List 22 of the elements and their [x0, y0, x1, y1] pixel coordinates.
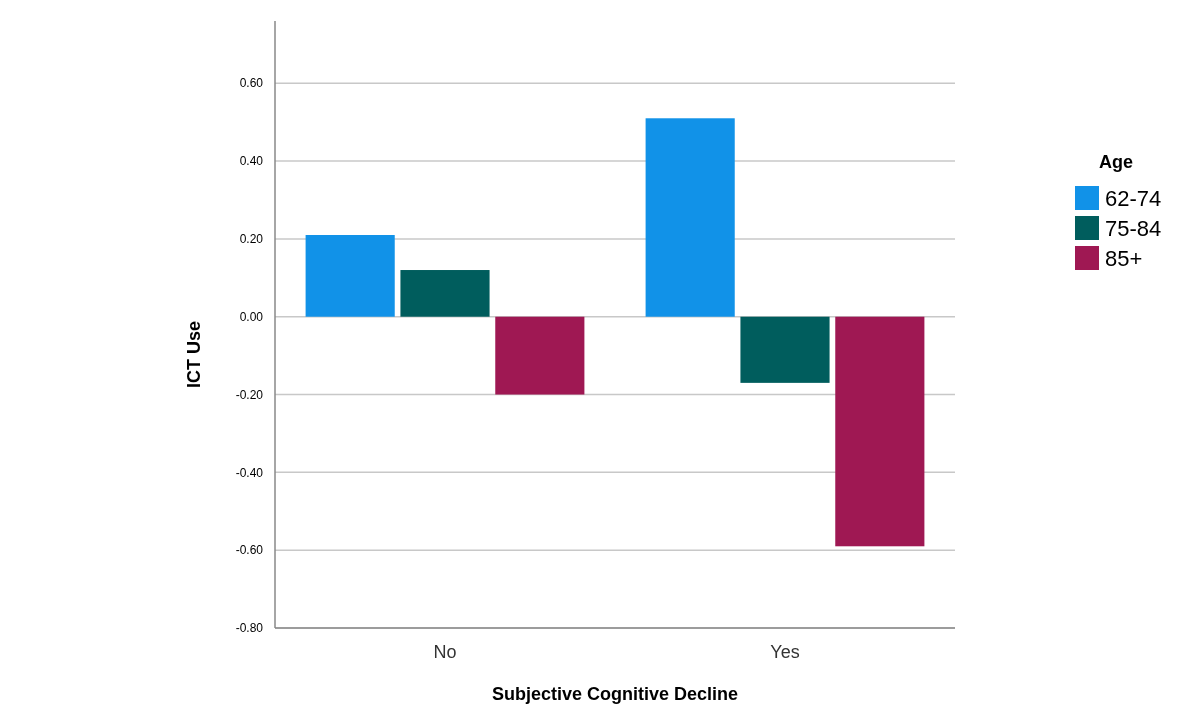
x-tick-label: Yes [770, 642, 800, 662]
legend-label: 85+ [1105, 245, 1143, 271]
y-tick-label: 0.60 [239, 76, 264, 91]
y-tick-label: 0.40 [239, 154, 264, 169]
legend-label: 62-74 [1105, 185, 1162, 211]
bar [645, 118, 735, 317]
bar [400, 270, 490, 317]
bar [835, 316, 925, 547]
bar [740, 316, 830, 383]
y-tick-label: -0.40 [235, 465, 264, 480]
legend-label: 75-84 [1105, 215, 1162, 241]
legend-title: Age [1099, 152, 1134, 172]
y-tick-label: -0.20 [235, 387, 264, 402]
y-tick-label: -0.80 [235, 621, 264, 636]
y-tick-label: -0.60 [235, 543, 264, 558]
y-tick-label: 0.20 [239, 232, 264, 247]
y-axis-title: ICT Use [184, 320, 204, 389]
bar [495, 316, 585, 395]
x-tick-label: No [433, 642, 457, 662]
y-tick-label: 0.00 [239, 309, 264, 324]
x-axis-title: Subjective Cognitive Decline [491, 684, 739, 704]
bar [305, 235, 395, 317]
